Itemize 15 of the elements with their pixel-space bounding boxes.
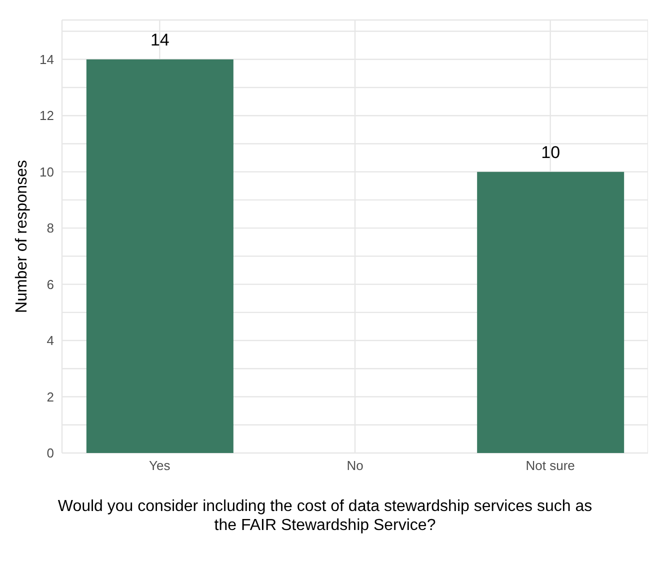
x-tick-label: Yes: [149, 458, 171, 474]
y-tick-label: 0: [46, 446, 54, 461]
y-tick-label: 4: [46, 333, 54, 348]
y-tick-label: 10: [40, 164, 54, 180]
y-axis-title: Number of responses: [14, 160, 31, 313]
y-tick-label: 8: [46, 220, 54, 236]
x-tick-label: No: [346, 458, 364, 474]
data-label: 10: [541, 142, 560, 162]
y-tick-label: 12: [40, 108, 54, 124]
y-tick-label: 6: [46, 276, 54, 292]
data-label: 14: [150, 30, 170, 50]
x-axis-title: Would you consider including the cost of data stewardship services such as the FAIR Stewardship Service?: [58, 498, 592, 534]
y-tick-label: 2: [46, 389, 54, 404]
x-tick-label: Not sure: [526, 458, 575, 474]
y-tick-label: 14: [40, 52, 54, 67]
